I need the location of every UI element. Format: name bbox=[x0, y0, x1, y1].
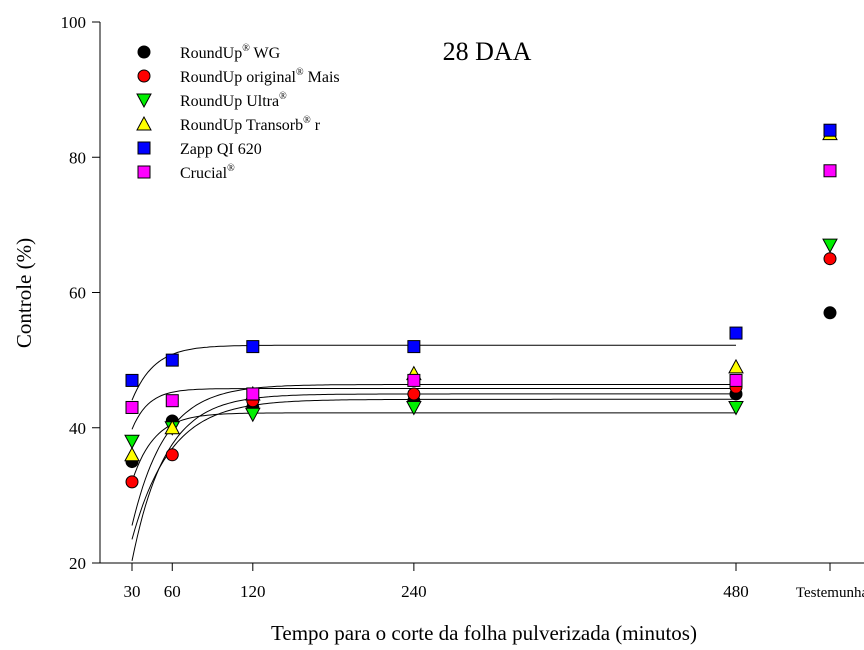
data-point-s1-3 bbox=[407, 387, 421, 401]
data-point-s2-4 bbox=[728, 400, 744, 416]
data-point-s4-3 bbox=[407, 340, 421, 354]
data-point-s1-1 bbox=[165, 448, 179, 462]
fit-curve-3 bbox=[131, 384, 736, 526]
legend-label-1: RoundUp original® Mais bbox=[180, 67, 340, 86]
legend-marker-0 bbox=[137, 45, 151, 59]
y-tick-label: 40 bbox=[69, 419, 86, 438]
fit-curve-2 bbox=[131, 412, 736, 482]
x-tick-label: 30 bbox=[124, 582, 141, 601]
data-point-s1-0 bbox=[125, 475, 139, 489]
data-point-s5-2 bbox=[246, 387, 260, 401]
legend-marker-2 bbox=[136, 93, 152, 109]
legend-label-0: RoundUp® WG bbox=[180, 43, 281, 62]
data-point-s4-5 bbox=[823, 123, 837, 137]
x-tick-label: 240 bbox=[401, 582, 427, 601]
y-tick-label: 80 bbox=[69, 148, 86, 167]
legend: RoundUp® WG RoundUp original® Mais RoundUp… bbox=[136, 43, 340, 182]
data-point-s5-3 bbox=[407, 373, 421, 387]
data-point-s2-5 bbox=[822, 238, 838, 254]
data-point-s5-5 bbox=[823, 164, 837, 178]
fit-curve-0 bbox=[131, 393, 736, 562]
legend-marker-3 bbox=[136, 115, 152, 131]
data-point-s5-1 bbox=[165, 394, 179, 408]
annotation-label: 28 DAA bbox=[443, 37, 532, 66]
data-point-s4-1 bbox=[165, 353, 179, 367]
x-tick-label: 60 bbox=[164, 582, 181, 601]
data-point-s3-0 bbox=[124, 446, 140, 462]
data-point-s5-0 bbox=[125, 400, 139, 414]
legend-marker-1 bbox=[137, 69, 151, 83]
data-point-s3-4 bbox=[728, 358, 744, 374]
legend-label-2: RoundUp Ultra® bbox=[180, 91, 287, 110]
data-point-s2-3 bbox=[406, 400, 422, 416]
data-point-s1-5 bbox=[823, 252, 837, 266]
data-points bbox=[124, 123, 838, 489]
x-tick-label: 480 bbox=[723, 582, 749, 601]
x-tick-label: Testemunha bbox=[796, 585, 864, 601]
legend-marker-5 bbox=[137, 165, 151, 179]
data-point-s4-4 bbox=[729, 326, 743, 340]
data-point-s3-1 bbox=[164, 419, 181, 435]
y-tick-label: 100 bbox=[61, 13, 87, 32]
fit-curve-4 bbox=[131, 344, 736, 401]
x-axis-title: Tempo para o corte da folha pulverizada … bbox=[271, 621, 697, 645]
legend-label-5: Crucial® bbox=[180, 163, 235, 182]
data-point-s0-5 bbox=[823, 306, 837, 320]
y-tick-label: 60 bbox=[69, 284, 86, 303]
data-point-s5-4 bbox=[729, 373, 743, 387]
x-tick-label: 120 bbox=[240, 582, 266, 601]
fit-curve-5 bbox=[131, 388, 736, 430]
y-axis-title: Controle (%) bbox=[12, 238, 36, 348]
data-point-s2-0 bbox=[124, 434, 140, 450]
legend-label-3: RoundUp Transorb® r bbox=[180, 115, 321, 134]
y-axis: 20 40 60 80 100 bbox=[61, 13, 101, 573]
legend-label-4: Zapp QI 620 bbox=[180, 141, 262, 158]
data-point-s2-2 bbox=[244, 407, 261, 423]
x-axis: 30 60 120 240 480 Testemunha bbox=[100, 562, 864, 601]
data-point-s4-0 bbox=[125, 373, 139, 387]
fit-curve-1 bbox=[131, 398, 736, 540]
legend-marker-4 bbox=[137, 141, 151, 155]
data-point-s4-2 bbox=[246, 340, 260, 354]
fit-curves bbox=[131, 344, 736, 562]
y-tick-label: 20 bbox=[69, 554, 86, 573]
